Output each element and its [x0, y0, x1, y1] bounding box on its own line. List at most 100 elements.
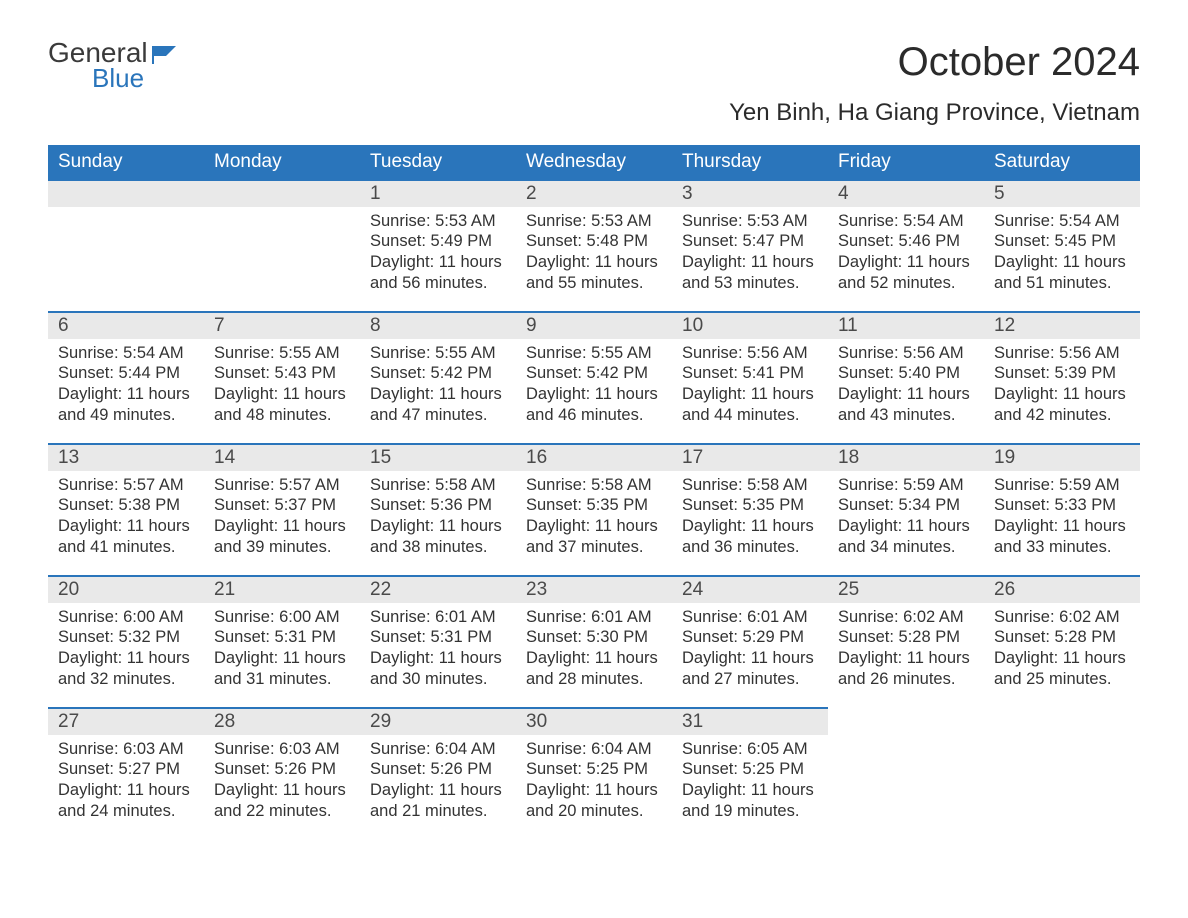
sunrise-text: Sunrise: 5:55 AM	[214, 343, 350, 364]
sunset-text: Sunset: 5:44 PM	[58, 363, 194, 384]
day-details: Sunrise: 5:55 AMSunset: 5:42 PMDaylight:…	[516, 339, 672, 432]
sunrise-text: Sunrise: 6:01 AM	[682, 607, 818, 628]
sunrise-text: Sunrise: 5:54 AM	[994, 211, 1130, 232]
day-cell: 28Sunrise: 6:03 AMSunset: 5:26 PMDayligh…	[204, 707, 360, 839]
day-cell: 23Sunrise: 6:01 AMSunset: 5:30 PMDayligh…	[516, 575, 672, 707]
empty-day-cell	[48, 179, 204, 311]
sunset-text: Sunset: 5:40 PM	[838, 363, 974, 384]
empty-day-bar	[48, 179, 204, 207]
day-number: 5	[984, 179, 1140, 207]
daylight-line1: Daylight: 11 hours	[214, 384, 350, 405]
daylight-line1: Daylight: 11 hours	[682, 384, 818, 405]
day-number: 28	[204, 707, 360, 735]
dow-header-row: SundayMondayTuesdayWednesdayThursdayFrid…	[48, 145, 1140, 179]
calendar-table: SundayMondayTuesdayWednesdayThursdayFrid…	[48, 145, 1140, 839]
sunrise-text: Sunrise: 6:03 AM	[214, 739, 350, 760]
day-details: Sunrise: 6:03 AMSunset: 5:26 PMDaylight:…	[204, 735, 360, 828]
day-number: 21	[204, 575, 360, 603]
sunset-text: Sunset: 5:42 PM	[370, 363, 506, 384]
day-cell: 8Sunrise: 5:55 AMSunset: 5:42 PMDaylight…	[360, 311, 516, 443]
day-cell: 19Sunrise: 5:59 AMSunset: 5:33 PMDayligh…	[984, 443, 1140, 575]
day-details: Sunrise: 5:58 AMSunset: 5:36 PMDaylight:…	[360, 471, 516, 564]
daylight-line2: and 44 minutes.	[682, 405, 818, 426]
sunrise-text: Sunrise: 6:02 AM	[838, 607, 974, 628]
daylight-line1: Daylight: 11 hours	[994, 648, 1130, 669]
sunrise-text: Sunrise: 6:02 AM	[994, 607, 1130, 628]
day-number: 1	[360, 179, 516, 207]
day-details: Sunrise: 6:01 AMSunset: 5:29 PMDaylight:…	[672, 603, 828, 696]
day-number: 22	[360, 575, 516, 603]
daylight-line1: Daylight: 11 hours	[214, 780, 350, 801]
sunrise-text: Sunrise: 5:57 AM	[214, 475, 350, 496]
sunrise-text: Sunrise: 6:01 AM	[526, 607, 662, 628]
sunset-text: Sunset: 5:26 PM	[214, 759, 350, 780]
sunrise-text: Sunrise: 6:04 AM	[526, 739, 662, 760]
day-cell: 13Sunrise: 5:57 AMSunset: 5:38 PMDayligh…	[48, 443, 204, 575]
day-details: Sunrise: 5:56 AMSunset: 5:41 PMDaylight:…	[672, 339, 828, 432]
day-cell: 2Sunrise: 5:53 AMSunset: 5:48 PMDaylight…	[516, 179, 672, 311]
day-number: 23	[516, 575, 672, 603]
sunrise-text: Sunrise: 5:54 AM	[58, 343, 194, 364]
day-details: Sunrise: 5:53 AMSunset: 5:49 PMDaylight:…	[360, 207, 516, 300]
sunrise-text: Sunrise: 5:56 AM	[838, 343, 974, 364]
daylight-line1: Daylight: 11 hours	[526, 384, 662, 405]
sunrise-text: Sunrise: 6:01 AM	[370, 607, 506, 628]
daylight-line2: and 33 minutes.	[994, 537, 1130, 558]
dow-header-sunday: Sunday	[48, 145, 204, 179]
daylight-line1: Daylight: 11 hours	[838, 252, 974, 273]
day-number: 6	[48, 311, 204, 339]
daylight-line1: Daylight: 11 hours	[526, 648, 662, 669]
daylight-line2: and 51 minutes.	[994, 273, 1130, 294]
sunset-text: Sunset: 5:34 PM	[838, 495, 974, 516]
daylight-line2: and 32 minutes.	[58, 669, 194, 690]
sunset-text: Sunset: 5:42 PM	[526, 363, 662, 384]
sunset-text: Sunset: 5:28 PM	[838, 627, 974, 648]
daylight-line1: Daylight: 11 hours	[838, 384, 974, 405]
sunset-text: Sunset: 5:39 PM	[994, 363, 1130, 384]
daylight-line2: and 37 minutes.	[526, 537, 662, 558]
empty-day-cell	[984, 707, 1140, 839]
day-details: Sunrise: 6:05 AMSunset: 5:25 PMDaylight:…	[672, 735, 828, 828]
day-cell: 27Sunrise: 6:03 AMSunset: 5:27 PMDayligh…	[48, 707, 204, 839]
day-number: 12	[984, 311, 1140, 339]
day-details: Sunrise: 6:02 AMSunset: 5:28 PMDaylight:…	[984, 603, 1140, 696]
daylight-line1: Daylight: 11 hours	[370, 780, 506, 801]
day-details: Sunrise: 5:56 AMSunset: 5:39 PMDaylight:…	[984, 339, 1140, 432]
daylight-line2: and 22 minutes.	[214, 801, 350, 822]
day-cell: 17Sunrise: 5:58 AMSunset: 5:35 PMDayligh…	[672, 443, 828, 575]
sunrise-text: Sunrise: 5:53 AM	[526, 211, 662, 232]
day-cell: 31Sunrise: 6:05 AMSunset: 5:25 PMDayligh…	[672, 707, 828, 839]
day-number: 13	[48, 443, 204, 471]
day-number: 26	[984, 575, 1140, 603]
day-number: 20	[48, 575, 204, 603]
sunrise-text: Sunrise: 6:00 AM	[214, 607, 350, 628]
day-number: 10	[672, 311, 828, 339]
daylight-line2: and 53 minutes.	[682, 273, 818, 294]
daylight-line1: Daylight: 11 hours	[838, 516, 974, 537]
day-cell: 11Sunrise: 5:56 AMSunset: 5:40 PMDayligh…	[828, 311, 984, 443]
daylight-line1: Daylight: 11 hours	[370, 252, 506, 273]
day-details: Sunrise: 5:56 AMSunset: 5:40 PMDaylight:…	[828, 339, 984, 432]
week-row: 6 Sunrise: 5:54 AMSunset: 5:44 PM Daylight…	[48, 311, 1140, 443]
daylight-line2: and 43 minutes.	[838, 405, 974, 426]
day-number: 27	[48, 707, 204, 735]
empty-day-cell	[828, 707, 984, 839]
logo-blue-text: Blue	[92, 67, 182, 90]
day-cell: 24Sunrise: 6:01 AMSunset: 5:29 PMDayligh…	[672, 575, 828, 707]
day-number: 31	[672, 707, 828, 735]
day-cell: 1Sunrise: 5:53 AMSunset: 5:49 PMDaylight…	[360, 179, 516, 311]
sunset-text: Sunset: 5:46 PM	[838, 231, 974, 252]
daylight-line2: and 56 minutes.	[370, 273, 506, 294]
sunset-text: Sunset: 5:45 PM	[994, 231, 1130, 252]
sunset-text: Sunset: 5:28 PM	[994, 627, 1130, 648]
day-details: Sunrise: 5:58 AMSunset: 5:35 PMDaylight:…	[516, 471, 672, 564]
sunset-text: Sunset: 5:31 PM	[370, 627, 506, 648]
sunrise-text: Sunrise: 5:58 AM	[526, 475, 662, 496]
daylight-line1: Daylight: 11 hours	[370, 384, 506, 405]
day-number: 29	[360, 707, 516, 735]
daylight-line2: and 19 minutes.	[682, 801, 818, 822]
day-cell: 26Sunrise: 6:02 AMSunset: 5:28 PMDayligh…	[984, 575, 1140, 707]
daylight-line1: Daylight: 11 hours	[370, 648, 506, 669]
sunrise-text: Sunrise: 5:59 AM	[994, 475, 1130, 496]
day-cell: 15Sunrise: 5:58 AMSunset: 5:36 PMDayligh…	[360, 443, 516, 575]
